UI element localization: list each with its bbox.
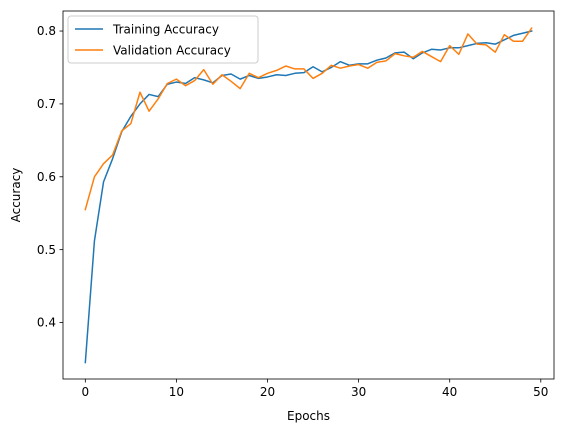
axes-layer: 0 10 20 30 40 50 0.4 0.5 0.6 0.7 0.8 bbox=[37, 10, 555, 399]
x-tick-label: 30 bbox=[351, 385, 366, 399]
x-tick-label: 10 bbox=[169, 385, 184, 399]
plot-background bbox=[63, 11, 554, 379]
legend-box bbox=[67, 15, 259, 64]
axes-frame bbox=[62, 10, 555, 380]
x-tick-label: 40 bbox=[442, 385, 457, 399]
plot-area bbox=[63, 11, 554, 379]
legend: Training Accuracy Validation Accuracy bbox=[67, 15, 259, 64]
series-line-1 bbox=[84, 30, 533, 364]
series-layer bbox=[84, 27, 533, 364]
y-tick-label: 0.5 bbox=[37, 243, 56, 257]
legend-label: Training Accuracy bbox=[112, 22, 219, 36]
legend-label: Validation Accuracy bbox=[113, 43, 231, 57]
y-axis-label: Accuracy bbox=[9, 168, 23, 223]
y-tick-label: 0.8 bbox=[37, 24, 56, 38]
y-tick-label: 0.6 bbox=[37, 170, 56, 184]
x-axis-label: Epochs bbox=[287, 409, 330, 423]
x-tick-label: 50 bbox=[533, 385, 548, 399]
x-tick-label: 0 bbox=[81, 385, 89, 399]
x-tick-label: 20 bbox=[260, 385, 275, 399]
y-tick-label: 0.7 bbox=[37, 97, 56, 111]
y-tick-label: 0.4 bbox=[37, 316, 56, 330]
series-line-2 bbox=[84, 27, 533, 211]
